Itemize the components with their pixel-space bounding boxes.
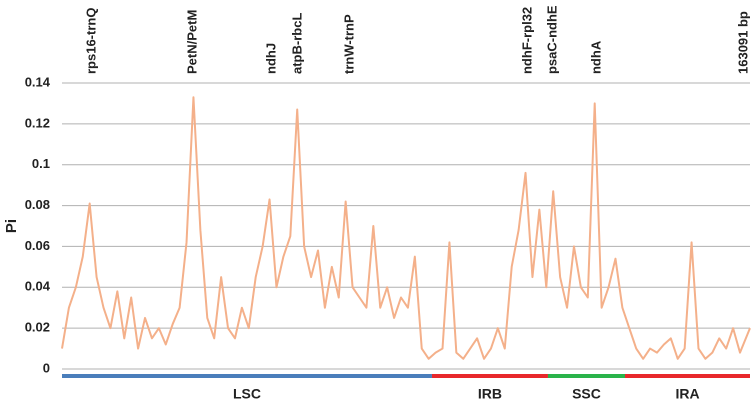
y-tick-label: 0.12 — [25, 115, 50, 130]
annotation: psaC-ndhE — [544, 5, 559, 74]
annotation: trnW-trnP — [341, 14, 356, 74]
y-axis-label: Pi — [3, 219, 20, 233]
annotation: PetN/PetM — [184, 10, 199, 74]
region-label: IRB — [478, 386, 502, 401]
region-label: SSC — [572, 386, 601, 401]
y-tick-label: 0.04 — [25, 279, 51, 294]
y-tick-label: 0.08 — [25, 197, 50, 212]
region-bar — [547, 374, 626, 378]
annotation: ndhA — [588, 40, 603, 74]
y-tick-label: 0 — [43, 360, 50, 375]
region-bar — [62, 374, 432, 378]
region-bar — [625, 374, 750, 378]
y-tick-label: 0.1 — [32, 156, 50, 171]
annotation: rps16-trnQ — [83, 8, 98, 74]
y-tick-label: 0.06 — [25, 238, 50, 253]
annotation: ndhJ — [264, 43, 279, 74]
region-label: LSC — [233, 386, 261, 401]
annotation: 163091 bp — [735, 11, 750, 74]
y-tick-label: 0.14 — [25, 74, 51, 89]
region-bar — [431, 374, 548, 378]
annotation: ndhF-rpl32 — [519, 7, 534, 74]
y-tick-label: 0.02 — [25, 320, 50, 335]
region-label: IRA — [675, 386, 699, 401]
annotation: atpB-rbcL — [289, 13, 304, 74]
pi-line — [61, 96, 751, 360]
